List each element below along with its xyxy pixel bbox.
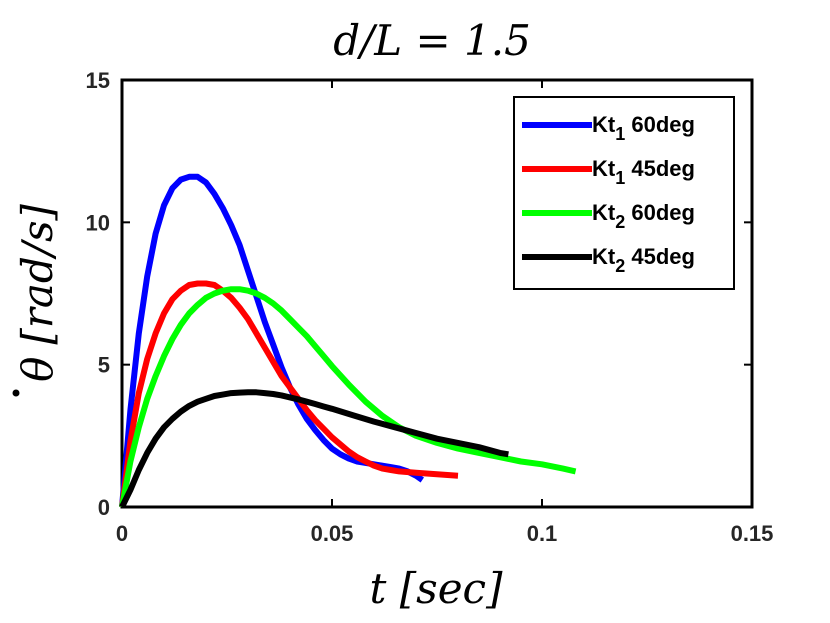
series-line-2 xyxy=(119,280,459,508)
tick-labels: 0 0.05 0.1 0.15 0 5 10 15 xyxy=(86,68,774,546)
theta-dot-accent xyxy=(12,389,20,397)
legend-label-3: Kt2 60deg xyxy=(592,200,695,232)
y-tick-label: 15 xyxy=(86,68,110,93)
x-axis-label: t [sec] xyxy=(370,564,504,613)
y-tick-label: 5 xyxy=(98,353,110,378)
y-axis-symbol: θ xyxy=(13,357,62,382)
series-line-4 xyxy=(119,389,509,509)
y-axis-units: [rad/s] xyxy=(13,204,62,345)
x-tick-label: 0.15 xyxy=(731,521,774,546)
series-lines xyxy=(119,173,577,509)
svg-text:θ[rad/s]: θ [rad/s] xyxy=(13,204,62,382)
x-tick-label: 0.1 xyxy=(527,521,558,546)
legend-label-2: Kt1 45deg xyxy=(592,156,695,188)
series-line-3 xyxy=(119,286,577,508)
legend-label-4: Kt2 45deg xyxy=(592,244,695,276)
y-axis-label: θ [rad/s] xyxy=(12,204,62,397)
x-tick-label: 0 xyxy=(116,521,128,546)
x-tick-label: 0.05 xyxy=(311,521,354,546)
chart-title: d/L = 1.5 xyxy=(333,16,531,65)
legend-label-1: Kt1 60deg xyxy=(592,112,695,144)
legend: Kt1 60deg Kt1 45deg Kt2 60deg Kt2 45deg xyxy=(513,96,735,290)
y-tick-label: 0 xyxy=(98,495,110,520)
y-tick-label: 10 xyxy=(86,210,110,235)
